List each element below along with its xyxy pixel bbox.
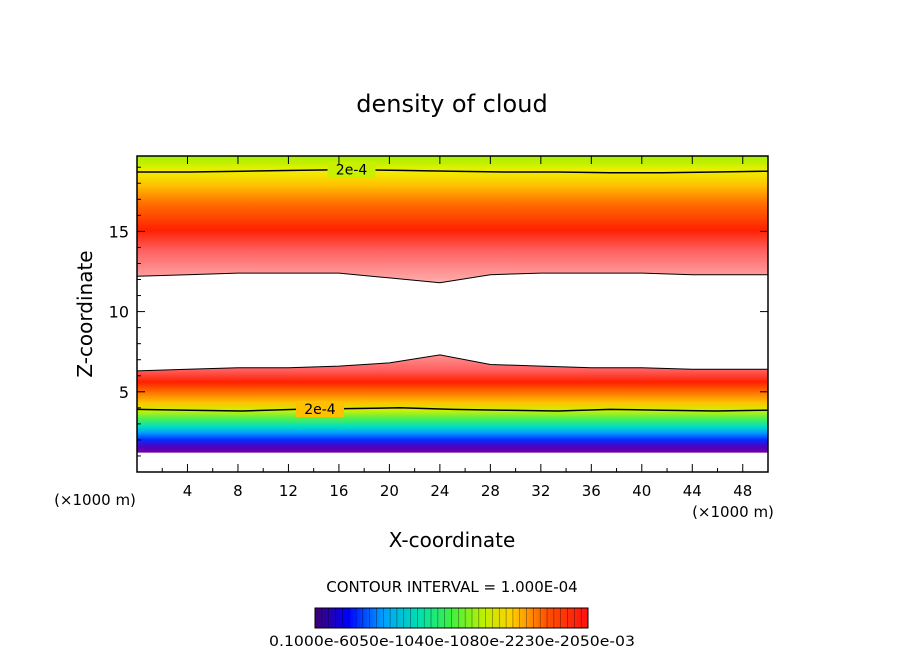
upper-cloud-edge-contour xyxy=(137,272,768,284)
x-tick-label-28: 28 xyxy=(481,482,500,500)
x-axis-label: X-coordinate xyxy=(389,528,516,552)
contour-line-0 xyxy=(137,168,768,174)
y-tick-label-15: 15 xyxy=(109,222,129,241)
x-tick-label-4: 4 xyxy=(183,482,193,500)
x-tick-label-40: 40 xyxy=(632,482,651,500)
plot-frame xyxy=(136,155,769,473)
cloud-free-region-mask xyxy=(137,273,768,371)
x-tick-label-24: 24 xyxy=(430,482,449,500)
x-tick-label-20: 20 xyxy=(380,482,399,500)
x-axis-ticks: 4 8 12 16 20 24 28 32 36 40 44 48 xyxy=(161,156,752,500)
x-tick-label-16: 16 xyxy=(329,482,348,500)
no-cloud-bottom xyxy=(137,452,768,472)
x-axis-unit-left: (×1000 m) xyxy=(54,491,136,509)
contour-label-bg-1 xyxy=(295,401,344,418)
x-tick-label-32: 32 xyxy=(531,482,550,500)
x-tick-label-36: 36 xyxy=(582,482,601,500)
upper-cloud-band xyxy=(137,156,768,291)
y-axis-ticks: 5 10 15 xyxy=(109,166,768,457)
x-tick-label-48: 48 xyxy=(733,482,752,500)
x-tick-label-12: 12 xyxy=(279,482,298,500)
chart-title: density of cloud xyxy=(356,90,547,118)
x-tick-label-8: 8 xyxy=(233,482,243,500)
contour-label-1: 2e-4 xyxy=(304,402,336,418)
lower-cloud-edge-contour xyxy=(137,354,768,372)
x-tick-label-44: 44 xyxy=(683,482,702,500)
y-axis-label: Z-coordinate xyxy=(73,250,97,377)
y-tick-label-5: 5 xyxy=(119,383,129,402)
contour-label-bg-0 xyxy=(327,161,376,178)
colorbar-labels: 0.1000e-6050e-1040e-1080e-2230e-2050e-03 xyxy=(269,634,635,650)
plot-area: 2e-4 2e-4 xyxy=(137,156,768,472)
x-axis-unit-right: (×1000 m) xyxy=(692,503,774,521)
colorbar-ticks xyxy=(321,608,582,628)
contour-line-1 xyxy=(137,407,768,412)
y-tick-label-10: 10 xyxy=(109,303,129,322)
contour-interval-text: CONTOUR INTERVAL = 1.000E-04 xyxy=(326,578,577,596)
contour-lines: 2e-4 2e-4 xyxy=(137,161,768,418)
contour-label-0: 2e-4 xyxy=(336,163,368,179)
